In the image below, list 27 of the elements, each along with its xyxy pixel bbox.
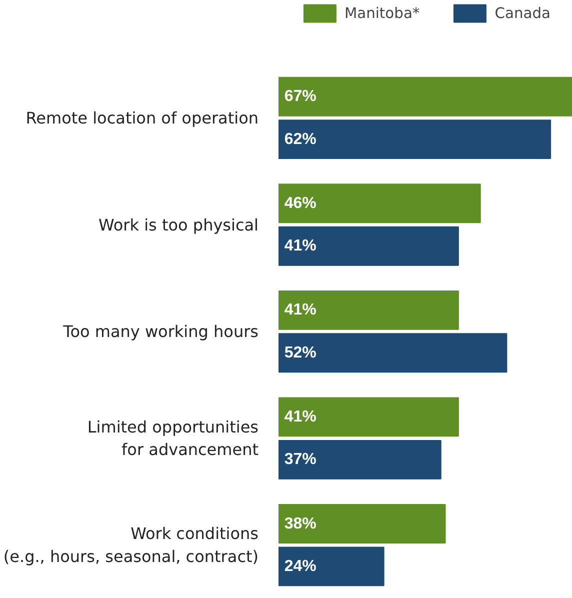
legend-label: Canada xyxy=(494,4,551,22)
data-label: 24% xyxy=(284,558,316,575)
data-label: 46% xyxy=(284,194,316,212)
bar xyxy=(278,397,459,437)
bar xyxy=(278,546,384,586)
data-label: 52% xyxy=(284,344,316,362)
data-label: 37% xyxy=(284,451,316,468)
y-tick-label: Limited opportunities for advancement xyxy=(87,417,259,460)
data-label: 41% xyxy=(284,408,316,426)
data-label: 67% xyxy=(284,88,316,106)
data-label: 38% xyxy=(284,515,316,532)
y-tick-label: Too many working hours xyxy=(62,322,259,342)
bar xyxy=(278,290,459,330)
data-label: 41% xyxy=(284,238,316,255)
y-tick-label: Remote location of operation xyxy=(26,108,258,128)
bar xyxy=(278,184,481,224)
bar xyxy=(278,440,442,480)
bar xyxy=(278,504,446,544)
data-label: 41% xyxy=(284,302,316,319)
data-label: 62% xyxy=(284,130,316,148)
bar xyxy=(278,333,508,373)
bar xyxy=(278,120,552,160)
bar xyxy=(278,76,572,116)
y-tick-label: Work is too physical xyxy=(98,215,258,234)
legend-label: Manitoba* xyxy=(344,4,420,22)
y-tick-label: Work conditions (e.g., hours, seasonal, contract) xyxy=(3,524,259,566)
bar xyxy=(278,226,459,266)
